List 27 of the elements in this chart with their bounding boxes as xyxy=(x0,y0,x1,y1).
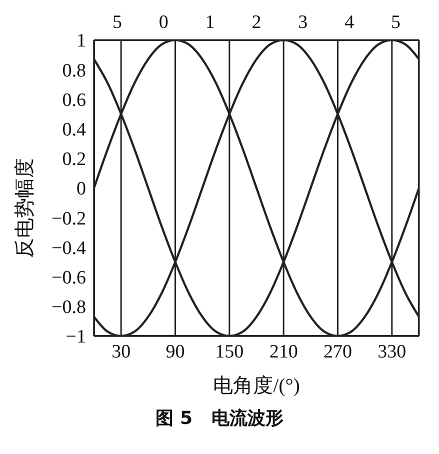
text: 4 xyxy=(344,12,354,34)
x-tick-label: 330 xyxy=(378,341,406,362)
y-tick-label: −0.6 xyxy=(52,268,86,289)
x-tick-label: 210 xyxy=(269,341,298,362)
y-tick-label: −0.2 xyxy=(52,208,86,230)
text: 1 xyxy=(205,12,215,34)
x-axis-title: 电角度/(°) xyxy=(213,375,300,397)
y-tick-label: −0.8 xyxy=(52,297,86,318)
text: 2 xyxy=(252,12,262,34)
y-tick-label: 1 xyxy=(76,30,86,52)
text: 3 xyxy=(298,12,308,34)
y-tick-label: 0.8 xyxy=(62,60,86,82)
text: 0 xyxy=(158,12,168,34)
y-tick-label: 0 xyxy=(76,178,86,200)
text: 图 5 电流波形 xyxy=(154,407,284,430)
y-axis-title: 反电势幅度 xyxy=(12,158,36,258)
y-tick-label: 0.4 xyxy=(62,120,86,141)
y-tick-label: 0.2 xyxy=(62,149,86,170)
y-tick-label: −1 xyxy=(66,326,86,348)
y-tick-label: −0.4 xyxy=(52,238,86,259)
x-tick-label: 150 xyxy=(215,341,244,362)
text: 5 xyxy=(390,12,400,34)
y-tick-label: 0.6 xyxy=(62,90,86,111)
x-tick-label: 90 xyxy=(166,341,185,362)
x-tick-label: 270 xyxy=(324,341,352,362)
text: 5 xyxy=(112,12,122,34)
x-tick-label: 30 xyxy=(112,341,131,362)
